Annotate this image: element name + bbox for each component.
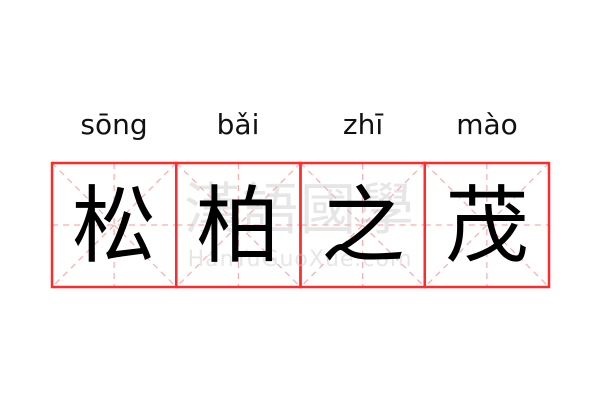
guide-diagonal: [175, 162, 301, 288]
character-2: 柏: [195, 177, 280, 275]
character-cell: [423, 161, 551, 289]
character-1: 松: [71, 177, 156, 275]
guide-diagonal: [51, 162, 177, 288]
guide-diagonal: [51, 162, 177, 288]
character-4: 茂: [444, 177, 529, 275]
watermark-site: HanYuGuoXue.com: [187, 247, 413, 272]
pinyin-2: bǎi: [216, 108, 260, 141]
character-3: 之: [320, 177, 405, 275]
pinyin-1: sōng: [80, 108, 148, 141]
guide-diagonal: [300, 162, 426, 288]
guide-diagonal: [175, 162, 301, 288]
guide-diagonal: [424, 162, 550, 288]
watermark-logo: 漢語國學: [184, 178, 416, 243]
pinyin-4: mào: [456, 108, 518, 141]
guide-diagonal: [300, 162, 426, 288]
guide-diagonal: [424, 162, 550, 288]
pinyin-3: zhī: [342, 108, 384, 141]
